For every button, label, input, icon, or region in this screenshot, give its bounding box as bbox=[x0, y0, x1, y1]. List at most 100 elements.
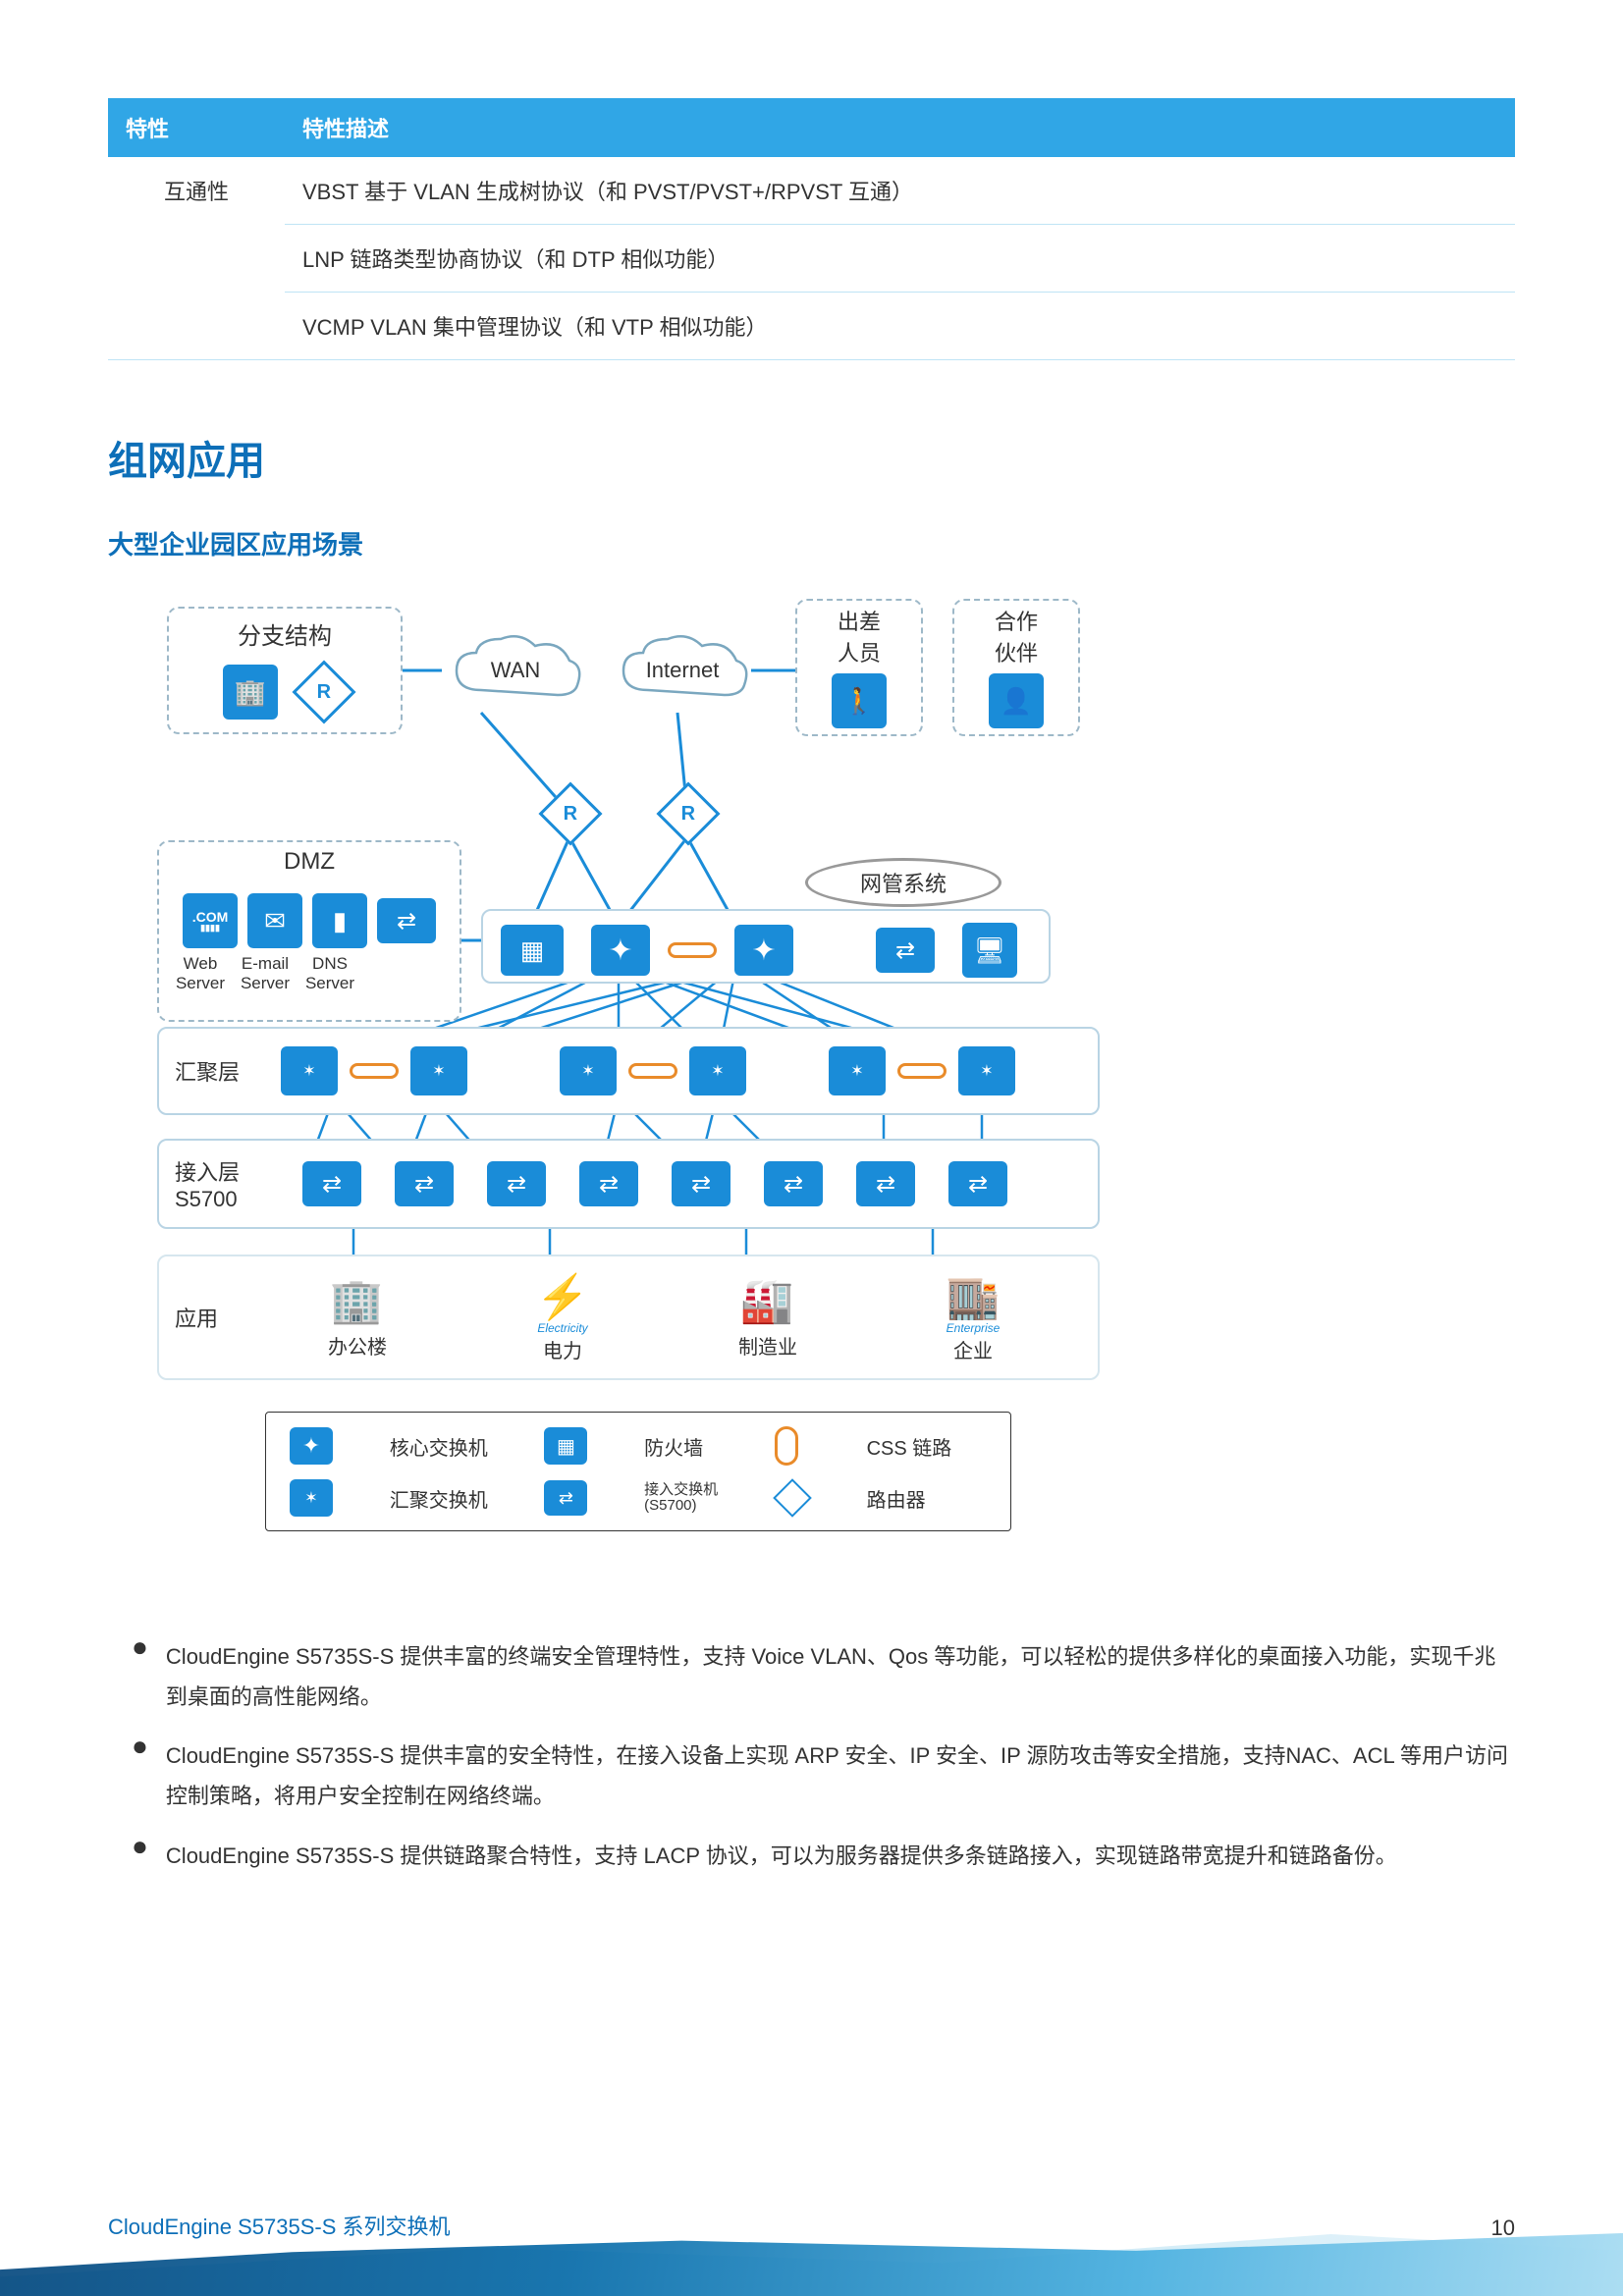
application-label: 应用 bbox=[175, 1302, 269, 1333]
features-table: 特性 特性描述 互通性 VBST 基于 VLAN 生成树协议（和 PVST/PV… bbox=[108, 98, 1515, 360]
bullet-dot-icon: ● bbox=[108, 1736, 148, 1816]
bullet-text: CloudEngine S5735S-S 提供丰富的安全特性，在接入设备上实现 … bbox=[166, 1736, 1515, 1816]
bullet-list: ● CloudEngine S5735S-S 提供丰富的终端安全管理特性，支持 … bbox=[108, 1637, 1515, 1876]
router-icon: R bbox=[292, 660, 355, 723]
dmz-title: DMZ bbox=[159, 848, 460, 876]
factory-icon: 🏭 bbox=[738, 1276, 795, 1325]
access-row: 接入层 S5700 ⇄ ⇄ ⇄ ⇄ ⇄ ⇄ ⇄ ⇄ bbox=[157, 1139, 1100, 1229]
agg-switch-icon: ✶ bbox=[829, 1046, 886, 1095]
legend-access-label: 接入交换机 (S5700) bbox=[644, 1482, 753, 1515]
css-link-icon bbox=[628, 1063, 677, 1079]
person-walk-icon: 🚶 bbox=[832, 673, 887, 728]
access-switch-icon: ⇄ bbox=[302, 1161, 361, 1206]
monitor-icon: 🖥 bbox=[962, 923, 1017, 978]
css-link-icon bbox=[897, 1063, 947, 1079]
table-header-feature: 特性 bbox=[108, 98, 285, 157]
bullet-item: ● CloudEngine S5735S-S 提供丰富的安全特性，在接入设备上实… bbox=[108, 1736, 1515, 1816]
access-switch-icon: ⇄ bbox=[672, 1161, 730, 1206]
wan-cloud: WAN bbox=[442, 631, 589, 710]
legend-agg-icon: ✶ bbox=[290, 1479, 333, 1517]
bullet-dot-icon: ● bbox=[108, 1837, 148, 1877]
internet-label: Internet bbox=[646, 658, 720, 683]
access-switch-icon: ⇄ bbox=[487, 1161, 546, 1206]
agg-switch-icon: ✶ bbox=[560, 1046, 617, 1095]
electricity-icon: ⚡ bbox=[534, 1272, 591, 1321]
table-row-label: 互通性 bbox=[108, 157, 285, 360]
app-label: 企业 bbox=[945, 1335, 1001, 1363]
app-label: 制造业 bbox=[738, 1331, 797, 1360]
subsection-title: 大型企业园区应用场景 bbox=[108, 525, 1515, 561]
css-link-icon bbox=[350, 1063, 399, 1079]
legend-css-label: CSS 链路 bbox=[867, 1432, 987, 1461]
page-footer: CloudEngine S5735S-S 系列交换机 10 bbox=[0, 2159, 1623, 2296]
aggregation-row: 汇聚层 ✶ ✶ ✶ ✶ ✶ ✶ bbox=[157, 1027, 1100, 1115]
email-server-icon: ✉ bbox=[247, 893, 302, 948]
application-row: 应用 🏢 办公楼 ⚡ Electricity 电力 🏭 制造业 bbox=[157, 1255, 1100, 1380]
wan-label: WAN bbox=[491, 658, 541, 683]
legend-router-label: 路由器 bbox=[867, 1484, 987, 1513]
section-title: 组网应用 bbox=[108, 429, 1515, 486]
bullet-text: CloudEngine S5735S-S 提供链路聚合特性，支持 LACP 协议… bbox=[166, 1837, 1397, 1877]
footer-wave-icon bbox=[0, 2233, 1623, 2296]
srv-label: DNS Server bbox=[302, 954, 357, 993]
bullet-item: ● CloudEngine S5735S-S 提供丰富的终端安全管理特性，支持 … bbox=[108, 1637, 1515, 1717]
access-switch-icon: ⇄ bbox=[948, 1161, 1007, 1206]
table-header-desc: 特性描述 bbox=[285, 98, 1515, 157]
legend-agg-label: 汇聚交换机 bbox=[390, 1484, 523, 1513]
travelers-box: 出差 人员 🚶 bbox=[795, 599, 923, 736]
access-label: 接入层 S5700 bbox=[175, 1155, 269, 1212]
agg-switch-icon: ✶ bbox=[410, 1046, 467, 1095]
legend-firewall-label: 防火墙 bbox=[644, 1432, 753, 1461]
nms-oval: 网管系统 bbox=[805, 858, 1001, 907]
person-desk-icon: 👤 bbox=[989, 673, 1044, 728]
access-switch-icon: ⇄ bbox=[579, 1161, 638, 1206]
branch-box: 分支结构 🏢 R bbox=[167, 607, 403, 734]
legend-css-icon bbox=[775, 1426, 798, 1466]
web-server-icon: .COM▮▮▮▮ bbox=[183, 893, 238, 948]
css-link-icon bbox=[668, 942, 717, 958]
router-icon: R bbox=[538, 781, 602, 845]
bullet-text: CloudEngine S5735S-S 提供丰富的终端安全管理特性，支持 Vo… bbox=[166, 1637, 1515, 1717]
srv-label: E-mail Server bbox=[238, 954, 293, 993]
table-cell: VCMP VLAN 集中管理协议（和 VTP 相似功能） bbox=[285, 293, 1515, 360]
travelers-label: 出差 人员 bbox=[797, 605, 921, 667]
office-building-icon: 🏢 bbox=[328, 1276, 385, 1325]
nms-label: 网管系统 bbox=[860, 867, 947, 898]
app-label: 电力 bbox=[534, 1335, 591, 1363]
router-icon: R bbox=[656, 781, 720, 845]
partner-box: 合作 伙伴 👤 bbox=[952, 599, 1080, 736]
agg-switch-icon: ✶ bbox=[689, 1046, 746, 1095]
enterprise-icon: 🏬 bbox=[945, 1272, 1001, 1321]
app-sub: Electricity bbox=[534, 1321, 591, 1335]
bullet-item: ● CloudEngine S5735S-S 提供链路聚合特性，支持 LACP … bbox=[108, 1837, 1515, 1877]
access-switch-icon: ⇄ bbox=[395, 1161, 454, 1206]
dns-server-icon: ▮ bbox=[312, 893, 367, 948]
core-row: ▦ ✦ ✦ ⇄ 🖥 bbox=[481, 909, 1051, 984]
partner-label: 合作 伙伴 bbox=[954, 605, 1078, 667]
legend-router-icon bbox=[773, 1478, 812, 1518]
legend-access-icon: ⇄ bbox=[544, 1480, 587, 1516]
internet-cloud: Internet bbox=[609, 631, 756, 710]
agg-switch-icon: ✶ bbox=[958, 1046, 1015, 1095]
legend-core-label: 核心交换机 bbox=[390, 1432, 523, 1461]
aggregation-label: 汇聚层 bbox=[175, 1055, 269, 1087]
legend-firewall-icon: ▦ bbox=[544, 1427, 587, 1465]
dmz-box: DMZ .COM▮▮▮▮ ✉ ▮ ⇄ Web Server E-mail Ser… bbox=[157, 840, 461, 1022]
topology-diagram: 分支结构 🏢 R WAN Internet 出差 人员 🚶 合作 伙伴 👤 R bbox=[157, 587, 1139, 1598]
access-switch-icon: ⇄ bbox=[856, 1161, 915, 1206]
footer-product: CloudEngine S5735S-S 系列交换机 bbox=[108, 2210, 451, 2241]
app-sub: Enterprise bbox=[945, 1321, 1001, 1335]
bullet-dot-icon: ● bbox=[108, 1637, 148, 1717]
building-icon: 🏢 bbox=[223, 665, 278, 720]
app-label: 办公楼 bbox=[328, 1331, 387, 1360]
branch-label: 分支结构 bbox=[169, 616, 401, 651]
access-switch-icon: ⇄ bbox=[764, 1161, 823, 1206]
table-cell: LNP 链路类型协商协议（和 DTP 相似功能） bbox=[285, 225, 1515, 293]
footer-page-number: 10 bbox=[1491, 2216, 1515, 2241]
table-cell: VBST 基于 VLAN 生成树协议（和 PVST/PVST+/RPVST 互通… bbox=[285, 157, 1515, 225]
legend-box: ✦ 核心交换机 ▦ 防火墙 CSS 链路 ✶ 汇聚交换机 ⇄ 接入交换机 (S5… bbox=[265, 1412, 1011, 1531]
firewall-icon: ▦ bbox=[501, 925, 564, 976]
srv-label: Web Server bbox=[173, 954, 228, 993]
dmz-switch-icon: ⇄ bbox=[377, 898, 436, 943]
nms-switch-icon: ⇄ bbox=[876, 928, 935, 973]
